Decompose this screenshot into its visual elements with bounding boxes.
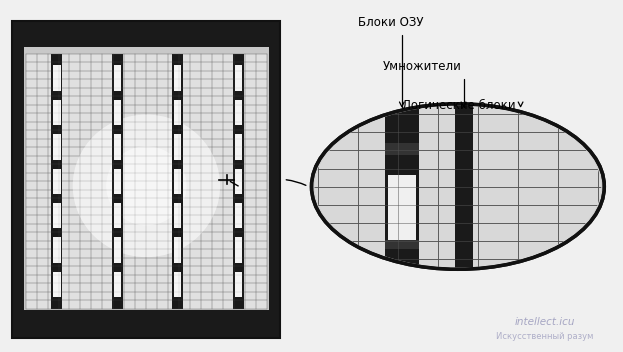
Bar — [24, 47, 269, 310]
Bar — [16, 313, 277, 336]
Circle shape — [315, 106, 601, 268]
Text: intellect.icu: intellect.icu — [515, 317, 576, 327]
Bar — [235, 169, 242, 194]
Bar — [112, 54, 123, 309]
Bar — [26, 54, 267, 309]
Text: Умножители: Умножители — [383, 61, 466, 107]
Bar — [54, 272, 60, 297]
Bar — [385, 240, 419, 249]
Bar — [114, 134, 121, 159]
Bar — [235, 65, 242, 91]
Bar — [114, 237, 121, 263]
Bar — [235, 237, 242, 263]
Bar — [54, 65, 60, 91]
Bar — [114, 65, 121, 91]
Bar — [173, 54, 183, 309]
Ellipse shape — [73, 115, 220, 257]
Bar — [114, 272, 121, 297]
Bar — [54, 134, 60, 159]
Circle shape — [312, 104, 604, 269]
Bar — [54, 203, 60, 228]
Bar — [54, 237, 60, 263]
Bar — [114, 169, 121, 194]
Bar — [174, 237, 181, 263]
Bar — [174, 272, 181, 297]
Bar — [174, 100, 181, 125]
Bar — [174, 65, 181, 91]
Bar — [174, 169, 181, 194]
Bar — [12, 21, 280, 338]
Ellipse shape — [106, 146, 187, 225]
Bar — [174, 203, 181, 228]
Bar — [54, 100, 60, 125]
Bar — [233, 54, 244, 309]
Bar — [455, 97, 472, 276]
Text: Логические блоки: Логические блоки — [402, 99, 523, 112]
Bar — [114, 100, 121, 125]
Bar — [235, 272, 242, 297]
Bar — [235, 134, 242, 159]
Bar — [114, 203, 121, 228]
Bar — [235, 203, 242, 228]
Bar — [385, 143, 419, 155]
Bar — [54, 169, 60, 194]
Bar — [385, 97, 419, 276]
Bar — [174, 134, 181, 159]
Bar — [235, 100, 242, 125]
Bar — [52, 54, 62, 309]
Bar — [16, 23, 277, 46]
Text: Искусственный разум: Искусственный разум — [497, 332, 594, 341]
Text: Блоки ОЗУ: Блоки ОЗУ — [358, 17, 424, 107]
Bar — [388, 175, 416, 240]
